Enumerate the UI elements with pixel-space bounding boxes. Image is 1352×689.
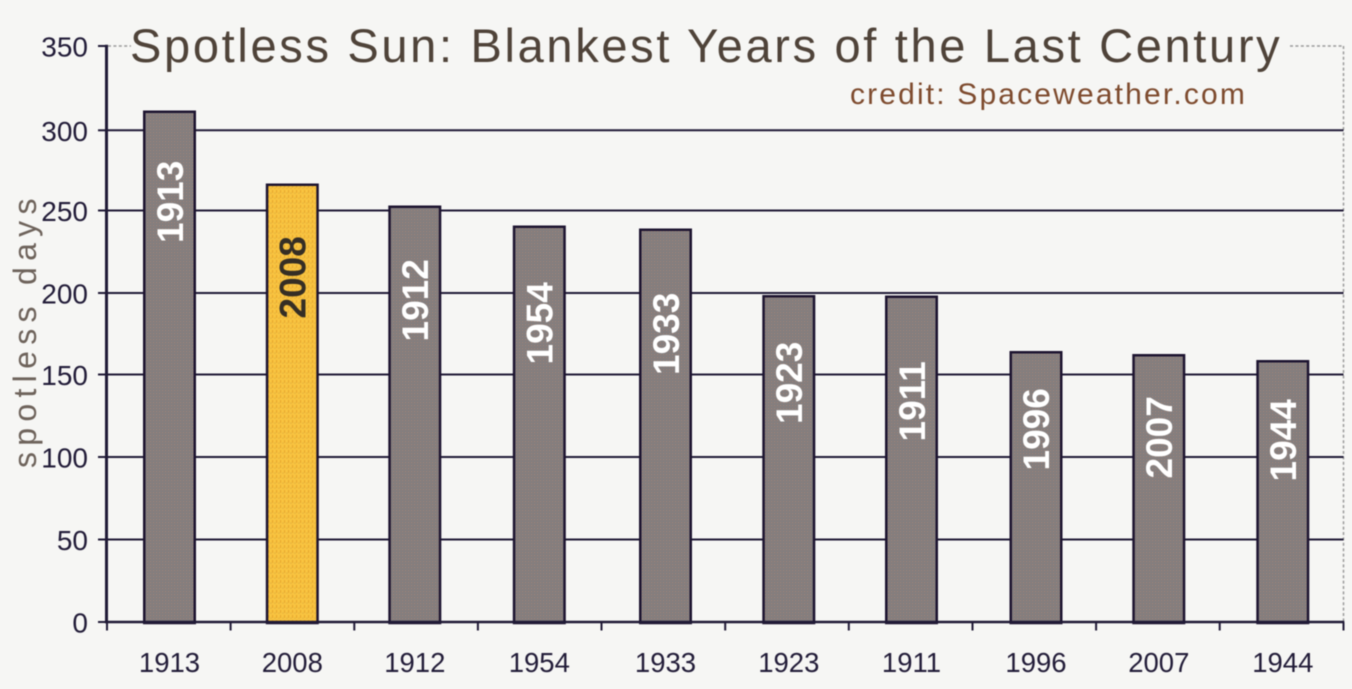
svg-text:2007: 2007 <box>1128 647 1189 678</box>
svg-text:Spotless Sun: Blankest Years o: Spotless Sun: Blankest Years of the Last… <box>130 19 1282 72</box>
svg-text:2008: 2008 <box>262 647 323 678</box>
svg-text:2008: 2008 <box>273 236 314 318</box>
svg-text:300: 300 <box>41 116 88 147</box>
svg-text:1923: 1923 <box>758 647 819 678</box>
svg-text:1923: 1923 <box>769 342 810 424</box>
svg-text:1996: 1996 <box>1016 388 1057 470</box>
svg-text:1912: 1912 <box>395 259 436 341</box>
svg-text:2007: 2007 <box>1139 396 1180 478</box>
svg-text:1913: 1913 <box>150 161 191 243</box>
svg-text:150: 150 <box>41 360 88 391</box>
svg-text:1944: 1944 <box>1252 647 1313 678</box>
svg-text:200: 200 <box>41 279 88 310</box>
svg-text:1933: 1933 <box>635 647 696 678</box>
svg-text:50: 50 <box>57 525 88 556</box>
svg-text:1911: 1911 <box>882 647 941 678</box>
svg-text:1954: 1954 <box>520 282 561 365</box>
svg-text:1912: 1912 <box>384 647 445 678</box>
svg-text:250: 250 <box>41 196 88 227</box>
svg-text:1913: 1913 <box>139 647 200 678</box>
svg-text:0: 0 <box>72 608 88 639</box>
svg-text:1996: 1996 <box>1005 647 1066 678</box>
svg-text:100: 100 <box>41 443 88 474</box>
svg-text:1933: 1933 <box>646 293 687 375</box>
svg-text:1954: 1954 <box>509 647 570 678</box>
svg-text:1911: 1911 <box>892 361 933 441</box>
svg-text:credit: Spaceweather.com: credit: Spaceweather.com <box>850 78 1247 111</box>
svg-text:350: 350 <box>41 32 88 63</box>
svg-text:spotless days: spotless days <box>7 192 43 468</box>
svg-text:1944: 1944 <box>1263 399 1304 482</box>
